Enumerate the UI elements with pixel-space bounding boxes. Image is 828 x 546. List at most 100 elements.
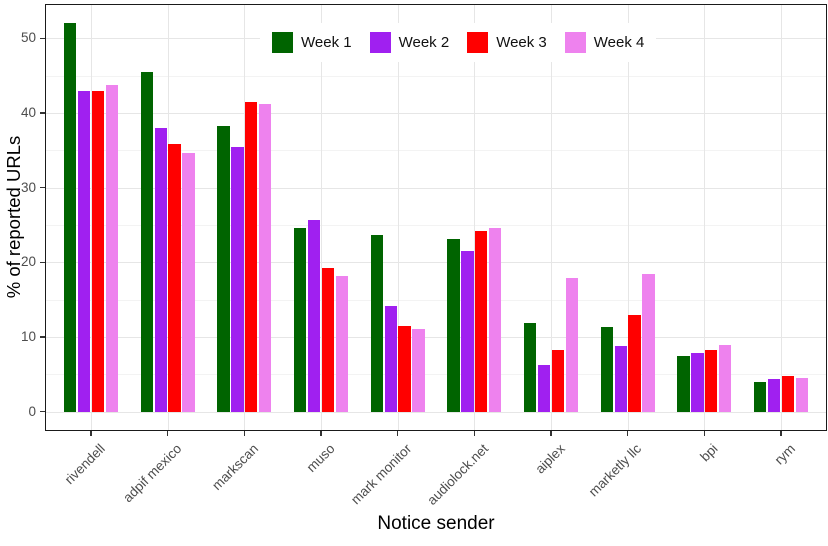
bar-week-1-adpif-mexico bbox=[140, 71, 154, 412]
bar-week-3-marketly-llc bbox=[628, 315, 641, 412]
bar-week-2-bpi bbox=[691, 352, 704, 412]
gridline-major-v bbox=[244, 4, 246, 431]
y-tick-mark bbox=[40, 410, 45, 413]
bar-week-4-audiolock-net bbox=[488, 227, 502, 412]
gridline-major-v bbox=[474, 4, 476, 431]
legend-item-week-4: Week 4 bbox=[564, 32, 645, 53]
bar-week-3-bpi bbox=[705, 350, 718, 412]
gridline-major-v bbox=[321, 4, 322, 431]
legend-key-swatch-week-4 bbox=[564, 32, 586, 53]
gridline-major-v bbox=[551, 4, 552, 431]
x-tick-mark bbox=[396, 431, 399, 436]
bar-week-1-muso bbox=[294, 227, 307, 412]
bar-week-3-audiolock-net bbox=[475, 230, 488, 412]
bar-week-1-audiolock-net bbox=[447, 239, 460, 412]
bar-week-3-adpif-mexico bbox=[168, 143, 181, 412]
gridline-minor-h bbox=[45, 299, 827, 301]
x-tick-mark bbox=[703, 431, 706, 436]
bar-week-1-mark-monitor bbox=[370, 234, 384, 412]
x-category-label: bpi bbox=[697, 441, 721, 465]
bar-week-3-aiplex bbox=[551, 350, 565, 412]
legend-item-week-2: Week 2 bbox=[369, 32, 450, 53]
y-tick-mark bbox=[40, 37, 45, 40]
legend-key-swatch-week-2 bbox=[369, 32, 391, 53]
x-tick-mark bbox=[320, 431, 322, 436]
bar-week-4-rym bbox=[795, 377, 808, 412]
bar-week-4-marketly-llc bbox=[642, 274, 655, 412]
x-tick-mark bbox=[166, 431, 169, 436]
bar-week-4-rivendell bbox=[105, 84, 118, 412]
gridline-major-h bbox=[45, 336, 827, 338]
gridline-major-v bbox=[91, 4, 92, 431]
gridline-major-h bbox=[45, 262, 827, 264]
bar-week-3-rym bbox=[781, 375, 795, 412]
bar-week-3-mark-monitor bbox=[398, 326, 411, 412]
y-tick-mark bbox=[40, 261, 45, 263]
gridline-minor-h bbox=[45, 224, 827, 226]
bar-week-2-adpif-mexico bbox=[154, 127, 167, 412]
gridline-major-v bbox=[397, 4, 399, 431]
gridline-major-h bbox=[45, 411, 827, 413]
x-category-label: mark monitor bbox=[347, 441, 415, 508]
x-category-label: rym bbox=[771, 441, 798, 468]
x-axis-title: Notice sender bbox=[377, 513, 495, 534]
gridline-major-h bbox=[45, 112, 827, 114]
legend-item-label: Week 2 bbox=[398, 34, 450, 51]
gridline-minor-h bbox=[45, 75, 827, 77]
x-category-label: marketly llc bbox=[585, 441, 645, 500]
plot-panel bbox=[45, 4, 827, 431]
x-tick-mark bbox=[780, 431, 782, 436]
x-category-label: rivendell bbox=[61, 441, 108, 488]
legend-item-label: Week 3 bbox=[496, 34, 547, 51]
gridline-major-h bbox=[45, 187, 827, 189]
y-tick-label: 10 bbox=[20, 328, 36, 344]
gridline-major-v bbox=[627, 4, 629, 431]
bar-week-4-aiplex bbox=[565, 277, 578, 412]
gridline-major-v bbox=[704, 4, 706, 431]
bar-week-2-marketly-llc bbox=[614, 345, 627, 412]
y-tick-label: 30 bbox=[20, 179, 36, 195]
bar-week-1-marketly-llc bbox=[600, 327, 614, 412]
x-category-label: muso bbox=[303, 441, 338, 475]
gridline-minor-h bbox=[45, 150, 827, 152]
y-tick-mark bbox=[40, 336, 45, 338]
bar-week-4-bpi bbox=[718, 345, 732, 412]
y-tick-mark bbox=[40, 112, 45, 114]
bar-week-3-muso bbox=[321, 267, 335, 412]
x-tick-mark bbox=[473, 431, 476, 436]
bar-week-4-muso bbox=[335, 275, 348, 412]
bar-week-4-adpif-mexico bbox=[182, 153, 195, 412]
legend-item-week-3: Week 3 bbox=[467, 32, 547, 53]
bar-week-1-bpi bbox=[677, 356, 690, 412]
x-tick-mark bbox=[626, 431, 629, 436]
bar-week-4-markscan bbox=[258, 104, 272, 412]
legend-item-week-1: Week 1 bbox=[272, 32, 352, 53]
bar-week-3-rivendell bbox=[91, 91, 105, 412]
bar-week-1-rivendell bbox=[64, 23, 77, 412]
bar-week-4-mark-monitor bbox=[412, 328, 425, 412]
bar-week-1-markscan bbox=[217, 125, 230, 412]
legend-key-swatch-week-1 bbox=[272, 32, 293, 53]
x-category-label: aiplex bbox=[532, 441, 568, 477]
bar-week-2-muso bbox=[307, 219, 321, 412]
legend-item-label: Week 1 bbox=[301, 34, 352, 51]
x-category-label: audiolock.net bbox=[424, 441, 491, 508]
bar-week-2-rivendell bbox=[77, 90, 91, 412]
gridline-minor-h bbox=[45, 374, 827, 376]
bar-week-3-markscan bbox=[245, 101, 258, 412]
y-tick-label: 40 bbox=[20, 104, 36, 120]
bar-week-2-rym bbox=[767, 378, 781, 412]
bar-week-2-audiolock-net bbox=[461, 251, 474, 412]
bar-week-2-mark-monitor bbox=[384, 306, 397, 412]
y-tick-label: 20 bbox=[20, 254, 36, 270]
legend-item-label: Week 4 bbox=[593, 34, 645, 51]
x-category-label: adpif mexico bbox=[120, 441, 185, 506]
y-axis-title: % of reported URLs bbox=[3, 135, 24, 299]
x-tick-mark bbox=[90, 431, 92, 436]
bar-week-1-aiplex bbox=[524, 322, 537, 412]
gridline-major-v bbox=[167, 4, 169, 431]
bar-week-2-markscan bbox=[231, 147, 244, 412]
y-tick-label: 0 bbox=[28, 403, 36, 419]
x-category-label: markscan bbox=[208, 441, 261, 493]
